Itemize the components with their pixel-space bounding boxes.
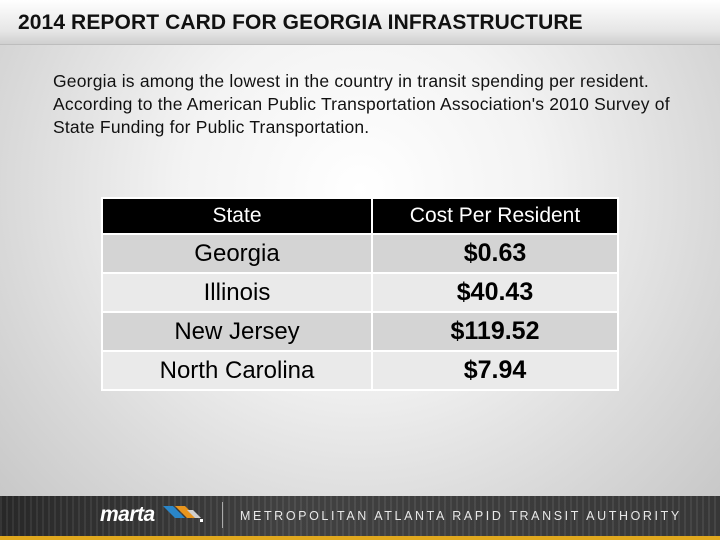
cost-cell: $119.52: [371, 311, 619, 352]
footer-bar: [0, 496, 720, 540]
state-cell: Georgia: [101, 233, 373, 274]
marta-logo: marta: [100, 503, 155, 526]
footer-accent-line: [0, 536, 720, 540]
column-header-cost: Cost Per Resident: [371, 197, 619, 235]
table-row: North Carolina $7.94: [101, 350, 619, 391]
footer-divider: [222, 502, 223, 528]
column-header-state: State: [101, 197, 373, 235]
footer-texture: [0, 496, 720, 540]
cost-cell: $40.43: [371, 272, 619, 313]
marta-logo-mark-icon: [163, 506, 203, 522]
state-cell: North Carolina: [101, 350, 373, 391]
table-row: Georgia $0.63: [101, 233, 619, 274]
table-header-row: State Cost Per Resident: [101, 197, 619, 235]
state-cell: Illinois: [101, 272, 373, 313]
cost-cell: $0.63: [371, 233, 619, 274]
cost-table: State Cost Per Resident Georgia $0.63 Il…: [101, 197, 619, 391]
title-bar: 2014 REPORT CARD FOR GEORGIA INFRASTRUCT…: [0, 0, 720, 45]
table-row: Illinois $40.43: [101, 272, 619, 313]
footer-org-name: METROPOLITAN ATLANTA RAPID TRANSIT AUTHO…: [240, 509, 682, 523]
intro-text: Georgia is among the lowest in the count…: [53, 71, 670, 137]
table-row: New Jersey $119.52: [101, 311, 619, 352]
state-cell: New Jersey: [101, 311, 373, 352]
page-title: 2014 REPORT CARD FOR GEORGIA INFRASTRUCT…: [18, 11, 583, 34]
cost-cell: $7.94: [371, 350, 619, 391]
